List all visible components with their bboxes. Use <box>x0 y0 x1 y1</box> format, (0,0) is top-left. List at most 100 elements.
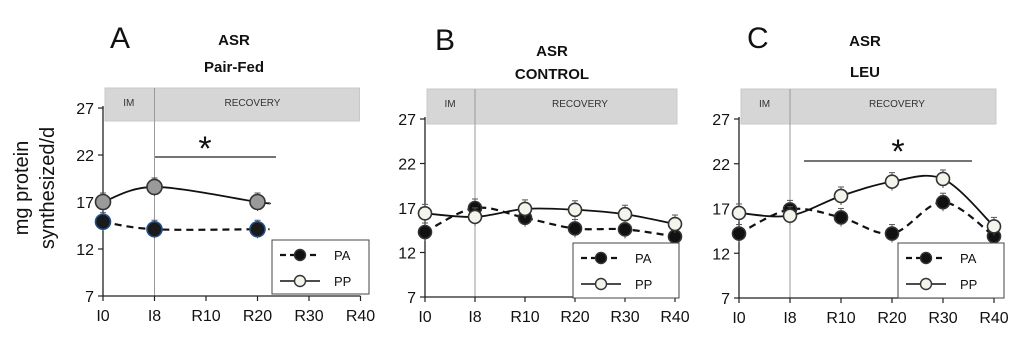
data-point-pa <box>567 221 583 236</box>
data-point-pp <box>249 193 266 211</box>
panel-letter: C <box>747 22 769 55</box>
y-tick-label: 17 <box>712 202 730 219</box>
series-line-pa <box>424 206 676 238</box>
y-tick-label: 27 <box>398 112 416 129</box>
legend-marker-pa <box>293 248 307 262</box>
phase-band-recovery-label: RECOVERY <box>869 99 925 110</box>
legend-box <box>271 239 370 295</box>
x-tick-label: R20 <box>877 310 906 327</box>
data-point-pp <box>986 219 1002 234</box>
data-point-pa <box>833 210 849 225</box>
x-tick-label: I8 <box>468 309 481 326</box>
data-point-pa <box>935 194 951 210</box>
y-tick-label: 7 <box>407 290 416 307</box>
legend-box <box>897 242 1005 299</box>
y-tick-label: 22 <box>712 157 730 174</box>
legend: PA PP <box>897 242 1005 299</box>
phase-band-im-label: IM <box>759 99 770 110</box>
x-tick-label: R30 <box>928 310 957 327</box>
data-point-pp <box>517 201 533 217</box>
legend-marker-pp <box>594 277 608 291</box>
data-point-pp <box>94 193 112 211</box>
x-tick-label: R30 <box>294 308 323 325</box>
x-tick-label: R20 <box>243 308 272 325</box>
y-tick-label: 17 <box>76 195 94 212</box>
chart-title-line: CONTROL <box>515 66 589 83</box>
legend-label-pa: PA <box>960 251 977 266</box>
data-point-pp <box>146 178 163 196</box>
data-point-pp <box>884 174 900 189</box>
legend-label-pp: PP <box>334 274 351 289</box>
phase-band-recovery-label: RECOVERY <box>552 99 608 110</box>
x-tick-label: I0 <box>418 309 431 326</box>
y-tick-label: 22 <box>398 157 416 174</box>
data-point-pp <box>417 206 433 221</box>
x-tick-label: R10 <box>191 308 220 325</box>
chart-panel-b: B ASR CONTROL IM RECOVERY 7 12 17 22 27 I0 I8 R10 R20… <box>398 24 690 326</box>
data-point-pa <box>417 224 433 240</box>
chart-title-line: Pair-Fed <box>204 59 264 76</box>
legend: PA PP <box>271 239 370 295</box>
data-point-pa <box>884 226 900 241</box>
significance-star: * <box>891 133 904 171</box>
y-tick-label: 17 <box>398 201 416 218</box>
legend-marker-pa <box>594 251 608 265</box>
data-point-pa <box>731 226 747 241</box>
x-tick-label: R10 <box>826 310 855 327</box>
significance-star: * <box>198 130 211 168</box>
legend: PA PP <box>572 242 680 299</box>
series-line-pp <box>102 186 271 205</box>
x-tick-label: R40 <box>346 308 375 325</box>
legend-marker-pp <box>293 274 307 288</box>
phase-band-recovery-label: RECOVERY <box>225 98 281 109</box>
data-point-pp <box>782 208 798 223</box>
legend-label-pp: PP <box>960 277 977 292</box>
x-tick-label: R40 <box>660 309 689 326</box>
data-point-pp <box>935 171 951 187</box>
y-tick-label: 22 <box>76 148 94 165</box>
legend-box <box>572 242 680 299</box>
panel-letter: B <box>435 24 455 57</box>
y-tick-label: 7 <box>721 291 730 308</box>
phase-band-im-label: IM <box>123 98 134 109</box>
x-tick-label: R30 <box>610 309 639 326</box>
data-point-pp <box>567 202 583 218</box>
phase-band-recovery <box>154 87 360 122</box>
phase-band-im <box>104 87 155 122</box>
y-axis-label-line-1: mg protein <box>11 141 33 236</box>
legend-marker-pp <box>919 277 933 291</box>
chart-panel-a: A ASR Pair-Fed IM RECOVERY 7 12 17 22 27 I0 I8 R10 R2… <box>76 22 375 325</box>
chart-title-line: ASR <box>218 32 250 49</box>
series-line-pp <box>738 174 995 228</box>
x-tick-label: I0 <box>732 310 745 327</box>
data-point-pa <box>617 222 633 237</box>
y-tick-label: 12 <box>712 246 730 263</box>
data-point-pp <box>833 188 849 204</box>
y-tick-label: 27 <box>712 112 730 129</box>
x-tick-label: R20 <box>560 309 589 326</box>
series-line-pa <box>738 201 995 238</box>
data-point-pp <box>617 206 633 222</box>
legend-label-pp: PP <box>635 277 652 292</box>
panel-letter: A <box>110 22 130 55</box>
y-tick-label: 7 <box>85 289 94 306</box>
data-point-pa <box>249 220 266 238</box>
data-point-pp <box>667 216 683 232</box>
legend-marker-pa <box>919 251 933 265</box>
legend-label-pa: PA <box>334 248 351 263</box>
data-point-pp <box>467 209 483 225</box>
x-tick-label: I0 <box>96 308 109 325</box>
y-tick-label: 12 <box>76 242 94 259</box>
x-tick-label: R40 <box>979 310 1008 327</box>
phase-band-im <box>740 88 791 125</box>
x-tick-label: I8 <box>148 308 161 325</box>
chart-title-line: ASR <box>536 43 568 60</box>
data-point-pa <box>94 213 112 231</box>
phase-band-im-label: IM <box>444 99 455 110</box>
data-point-pp <box>731 205 747 221</box>
series-line-pa <box>102 220 272 231</box>
chart-title-line: ASR <box>849 33 881 50</box>
chart-title-line: LEU <box>850 64 880 81</box>
y-tick-label: 12 <box>398 246 416 263</box>
